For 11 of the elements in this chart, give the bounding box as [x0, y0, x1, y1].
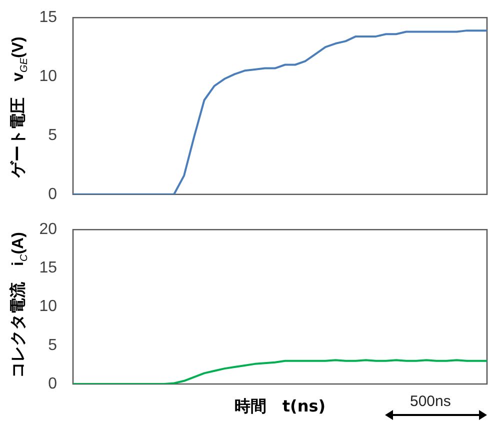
- y-tick-label: 0: [48, 186, 58, 203]
- y-tick-label: 15: [39, 260, 58, 277]
- y-tick-label: 5: [48, 336, 58, 354]
- y-tick-label: 5: [48, 126, 58, 144]
- y-tick-label: 15: [39, 9, 58, 26]
- text: 500ns: [410, 393, 451, 410]
- x-axis-title: 時間 t(ns): [234, 396, 326, 416]
- y-tick-label: 10: [39, 298, 58, 316]
- y-tick-label: 10: [39, 68, 58, 85]
- y-tick-label: 20: [39, 221, 58, 238]
- y-tick-label: 0: [48, 375, 58, 392]
